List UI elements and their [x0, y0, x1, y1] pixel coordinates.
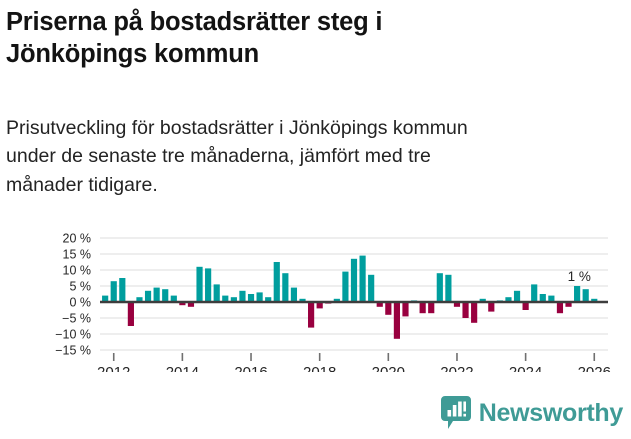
chart-x-axis-ticks	[112, 353, 596, 361]
x-tick-label: 2016	[234, 364, 267, 372]
bar	[342, 271, 349, 302]
bar	[230, 297, 237, 302]
bar	[308, 302, 315, 328]
bar	[290, 287, 298, 302]
bar	[591, 298, 598, 302]
bar	[548, 295, 555, 302]
bar	[213, 284, 220, 302]
bar	[419, 302, 426, 314]
x-tick-label: 2012	[97, 364, 130, 372]
y-tick-label: −15 %	[55, 344, 91, 358]
bar	[402, 302, 409, 317]
y-tick-label: 10 %	[63, 264, 92, 278]
x-tick-label: 2018	[303, 364, 336, 372]
bar	[445, 274, 452, 302]
bar	[247, 294, 255, 302]
bar	[574, 286, 581, 302]
chart-annotations: 1 %	[568, 269, 591, 284]
bar	[110, 281, 117, 302]
x-tick-label: 2014	[166, 364, 199, 372]
bar	[488, 302, 495, 312]
chart-y-axis-labels: 20 % 15 % 10 % 5 % 0 % −5 % −10 % −15 %	[55, 232, 91, 358]
bar	[256, 292, 263, 302]
x-tick-label: 2024	[509, 364, 542, 372]
bar	[205, 268, 212, 302]
chart-canvas: 20 %15 %10 %5 %0 %−5 %−10 %−15 % 2012201…	[55, 232, 611, 373]
bar	[102, 295, 109, 302]
bar	[162, 289, 169, 302]
bar	[333, 298, 340, 302]
bar	[179, 302, 186, 306]
y-tick-label: 0 %	[69, 296, 91, 310]
x-tick-label: 2022	[440, 364, 473, 372]
y-tick-label: 5 %	[69, 280, 91, 294]
y-tick-label: 20 %	[63, 232, 92, 246]
footer: Newsworthy	[0, 392, 631, 439]
bar	[196, 266, 203, 302]
y-tick-label: −10 %	[55, 328, 91, 342]
chart-x-axis-labels: 2012 2014 2016 2018 2020 2022 2024 2026	[97, 364, 611, 372]
bar-chart: 20 %15 %10 %5 %0 %−5 %−10 %−15 % 2012201…	[0, 222, 631, 373]
bar	[376, 302, 383, 307]
bar	[350, 258, 358, 302]
bar	[565, 302, 572, 307]
bar	[144, 290, 152, 302]
page-title: Priserna på bostadsrätter steg i Jönköpi…	[6, 8, 383, 69]
bar	[393, 302, 400, 339]
bar	[127, 302, 134, 326]
newsworthy-wordmark: Newsworthy	[478, 398, 624, 427]
y-tick-label: −5 %	[62, 312, 91, 326]
newsworthy-bubble-chart-icon	[440, 396, 471, 430]
bar	[299, 298, 306, 302]
x-tick-label: 2026	[578, 364, 611, 372]
bar	[359, 255, 366, 302]
bar	[428, 302, 435, 314]
bar	[265, 297, 272, 302]
bar	[471, 302, 478, 323]
bar	[582, 289, 589, 302]
bar	[170, 295, 177, 302]
bar	[505, 297, 512, 302]
bar	[522, 302, 529, 310]
bar	[531, 284, 538, 302]
bar	[385, 302, 392, 315]
newsworthy-logo[interactable]: Newsworthy	[440, 396, 624, 430]
page-subtitle: Prisutveckling för bostadsrätter i Jönkö…	[6, 117, 468, 196]
bar	[273, 262, 280, 302]
bar	[239, 290, 246, 302]
bar	[119, 278, 126, 302]
value-annotation: 1 %	[568, 269, 591, 284]
bar	[187, 302, 195, 307]
bar	[479, 298, 486, 302]
bar	[513, 290, 521, 302]
bar	[453, 302, 461, 307]
bar	[282, 273, 289, 302]
bar	[368, 274, 375, 302]
bar	[539, 294, 546, 302]
chart-bars	[102, 255, 598, 339]
bar	[153, 287, 160, 302]
bar	[222, 295, 229, 302]
bar	[436, 273, 443, 302]
bar	[556, 302, 564, 314]
y-tick-label: 15 %	[63, 248, 92, 262]
bar	[316, 302, 323, 309]
x-tick-label: 2020	[372, 364, 405, 372]
bar	[462, 302, 469, 318]
bar	[136, 297, 143, 302]
